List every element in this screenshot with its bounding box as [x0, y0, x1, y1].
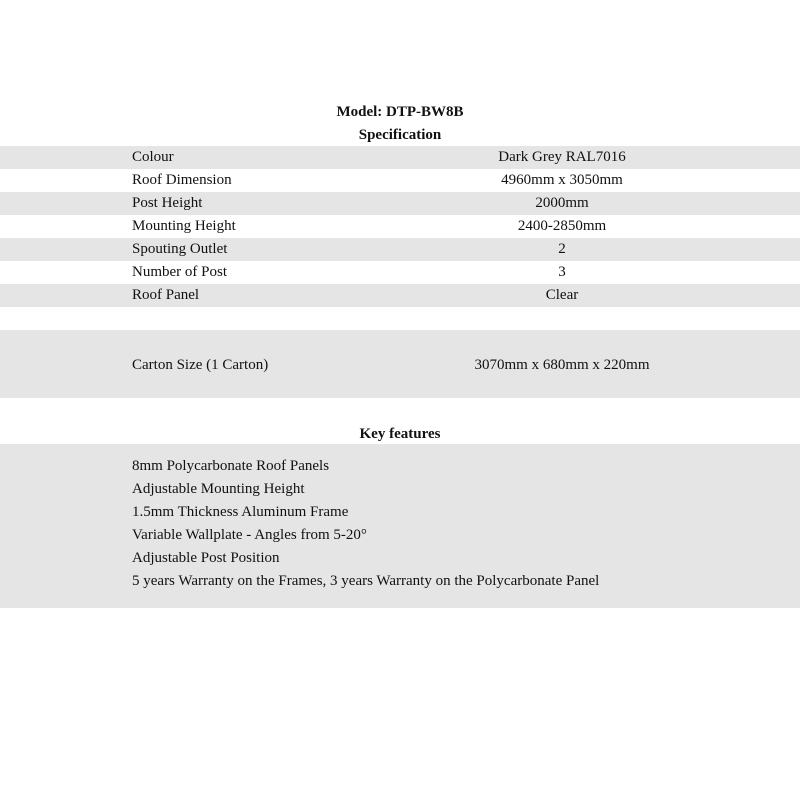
- spec-label: Carton Size (1 Carton): [132, 357, 269, 373]
- spec-label: Mounting Height: [132, 218, 236, 234]
- spec-row-roof-dimension: Roof Dimension 4960mm x 3050mm: [0, 169, 800, 192]
- spec-value: 3070mm x 680mm x 220mm: [474, 357, 650, 373]
- spec-row-mounting-height: Mounting Height 2400-2850mm: [0, 215, 800, 238]
- feature-item: Adjustable Mounting Height: [132, 481, 305, 497]
- spec-row-spouting-outlet: Spouting Outlet 2: [0, 238, 800, 261]
- spec-value: 3: [558, 264, 566, 280]
- spec-label: Roof Dimension: [132, 172, 232, 188]
- spec-row-roof-panel: Roof Panel Clear: [0, 284, 800, 307]
- model-title: Model: DTP-BW8B: [336, 104, 464, 120]
- feature-item: 1.5mm Thickness Aluminum Frame: [132, 504, 349, 520]
- spec-label: Number of Post: [132, 264, 227, 280]
- spec-label: Colour: [132, 149, 174, 165]
- specification-title: Specification: [358, 127, 442, 143]
- key-features-list: 8mm Polycarbonate Roof Panels Adjustable…: [0, 444, 800, 608]
- spec-value: Clear: [545, 287, 579, 303]
- spec-row-carton-size: Carton Size (1 Carton) 3070mm x 680mm x …: [0, 330, 800, 398]
- spec-label: Post Height: [132, 195, 203, 211]
- feature-item: 5 years Warranty on the Frames, 3 years …: [132, 573, 600, 589]
- feature-item: 8mm Polycarbonate Roof Panels: [132, 458, 330, 474]
- spec-row-post-height: Post Height 2000mm: [0, 192, 800, 215]
- spec-value: Dark Grey RAL7016: [498, 149, 626, 165]
- key-features-title: Key features: [359, 426, 441, 442]
- feature-item: Variable Wallplate - Angles from 5-20°: [132, 527, 367, 543]
- spec-value: 2400-2850mm: [517, 218, 607, 234]
- spec-label: Roof Panel: [132, 287, 200, 303]
- spec-value: 2000mm: [535, 195, 589, 211]
- spec-row-colour: Colour Dark Grey RAL7016: [0, 146, 800, 169]
- feature-item: Adjustable Post Position: [132, 550, 280, 566]
- spec-value: 4960mm x 3050mm: [501, 172, 623, 188]
- spec-row-number-of-post: Number of Post 3: [0, 261, 800, 284]
- spec-label: Spouting Outlet: [132, 241, 228, 257]
- spec-value: 2: [558, 241, 566, 257]
